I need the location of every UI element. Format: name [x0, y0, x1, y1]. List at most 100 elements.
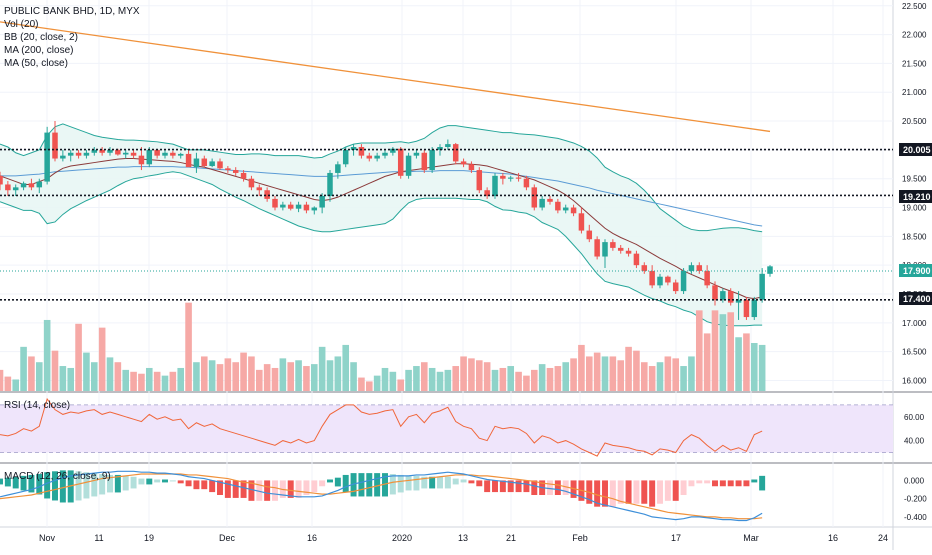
volume-bar: [420, 362, 428, 391]
price-label-17400-text: 17.400: [903, 294, 931, 304]
macd-histogram-bar: [688, 480, 695, 487]
candle-body: [735, 299, 742, 303]
price-label-20005: 20.005: [899, 143, 932, 156]
candle-body: [696, 265, 703, 271]
candle-body: [586, 230, 593, 240]
volume-bar: [750, 343, 758, 391]
macd-histogram-bar: [735, 480, 742, 487]
macd-histogram-bar: [264, 480, 271, 501]
macd-histogram-bar: [523, 480, 530, 493]
rsi-legend[interactable]: RSI (14, close): [4, 400, 70, 411]
time-tick-label: Nov: [39, 533, 56, 543]
volume-bar: [114, 362, 122, 391]
volume-bar: [672, 358, 680, 391]
time-axis[interactable]: Nov 11 19 Dec 16 2020 13 21 Feb 17 Mar 16 24: [39, 533, 888, 543]
macd-histogram-bar: [633, 480, 640, 504]
time-tick-label: 16: [307, 533, 317, 543]
legend-ma50[interactable]: MA (50, close): [4, 58, 68, 69]
volume-bar: [617, 360, 625, 391]
volume-bar: [507, 366, 515, 391]
candle-body: [712, 285, 718, 300]
time-tick-label: 21: [506, 533, 516, 543]
volume-bar: [28, 356, 35, 391]
candle-body: [5, 184, 11, 191]
macd-histogram-bar: [452, 478, 459, 485]
candle-body: [303, 204, 310, 211]
candle-body: [374, 155, 380, 159]
rsi-line: [0, 397, 763, 457]
macd-histogram-bar: [719, 480, 726, 487]
macd-histogram-bar: [12, 476, 19, 489]
candle-body: [429, 149, 435, 171]
volume-bar: [216, 364, 224, 391]
candle-body: [555, 201, 561, 211]
time-tick-label: 2020: [392, 533, 412, 543]
macd-histogram-bar: [374, 473, 381, 497]
candle-body: [272, 198, 278, 208]
macd-histogram-bar: [554, 480, 561, 495]
candle-body: [115, 149, 121, 155]
candle-body: [335, 164, 341, 173]
price-tick-label: 21.500: [902, 59, 927, 68]
candle-body: [547, 198, 553, 202]
time-tick-label: 16: [828, 533, 838, 543]
volume-bar: [224, 358, 232, 391]
volume-bar: [98, 327, 106, 391]
volume-bar: [67, 367, 75, 391]
macd-histogram-bar: [75, 471, 82, 501]
volume-bar: [350, 362, 357, 391]
candle-body: [476, 170, 483, 191]
macd-histogram-bar: [649, 480, 656, 507]
macd-histogram-bar: [4, 477, 11, 487]
volume-bar: [413, 366, 420, 391]
volume-bar: [578, 344, 585, 391]
candle-body: [75, 152, 82, 156]
macd-histogram-bar: [515, 480, 522, 493]
macd-histogram-bar: [272, 480, 278, 501]
macd-histogram-bar: [193, 480, 200, 490]
volume-bar: [153, 371, 161, 391]
price-label-19210: 19.210: [899, 190, 932, 203]
macd-histogram-bar: [657, 480, 663, 504]
macd-histogram-bar: [389, 474, 396, 495]
candle-body: [264, 190, 270, 199]
candle-body: [421, 152, 428, 171]
volume-bar: [169, 371, 177, 391]
candle-body: [751, 299, 758, 318]
macd-histogram-bar: [594, 480, 601, 507]
macd-histogram-bar: [154, 479, 161, 483]
macd-histogram-bar: [547, 480, 553, 495]
legend-symbol[interactable]: PUBLIC BANK BHD, 1D, MYX: [4, 6, 140, 17]
macd-histogram-bar: [484, 480, 491, 493]
volume-bar: [83, 352, 90, 391]
candle-body: [67, 152, 74, 156]
candle-body: [162, 152, 168, 156]
volume-bar: [59, 366, 67, 391]
price-tick-label: 20.500: [902, 117, 927, 126]
macd-histogram-bar: [217, 480, 223, 495]
candle-body: [217, 161, 223, 169]
macd-histogram-bar: [421, 476, 428, 489]
macd-legend[interactable]: MACD (12, 26, close, 9): [4, 471, 111, 482]
macd-histogram-bar: [99, 474, 106, 495]
volume-bar: [444, 369, 452, 391]
time-tick-label: Dec: [219, 533, 236, 543]
macd-histogram-bar: [625, 480, 632, 504]
volume-bar: [499, 367, 507, 391]
legend-ma200[interactable]: MA (200, close): [4, 45, 73, 56]
candle-body: [390, 148, 396, 153]
legend[interactable]: PUBLIC BANK BHD, 1D, MYX Vol (20) BB (20…: [4, 6, 140, 69]
macd-histogram-bar: [492, 480, 498, 493]
legend-vol[interactable]: Vol (20): [4, 19, 38, 30]
volume-bar: [185, 302, 192, 391]
macd-histogram-bar: [602, 480, 608, 507]
candle-body: [562, 207, 569, 211]
candle-body: [170, 152, 176, 156]
candle-body: [515, 177, 522, 179]
macd-histogram-bar: [52, 471, 58, 501]
macd-histogram-bar: [107, 474, 113, 493]
legend-bb[interactable]: BB (20, close, 2): [4, 32, 78, 43]
